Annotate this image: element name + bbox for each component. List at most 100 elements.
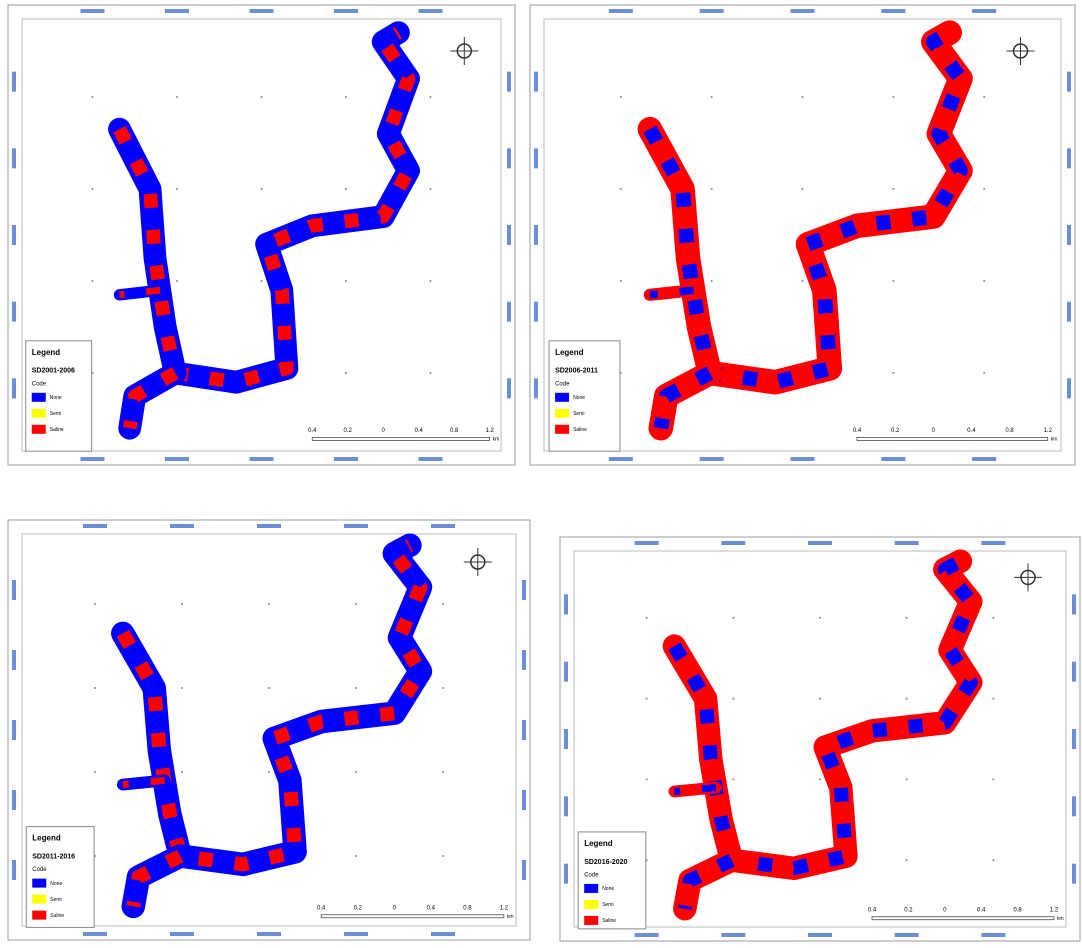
coordinate-label — [522, 860, 526, 880]
scale-bar — [312, 437, 489, 440]
legend-swatch — [32, 425, 46, 434]
coordinate-label — [1067, 72, 1071, 92]
scale-label: 0.4 — [868, 907, 877, 913]
grid-point — [892, 188, 894, 190]
scale-label: 1.2 — [1044, 428, 1053, 434]
coordinate-label — [635, 541, 659, 545]
coordinate-label — [12, 225, 16, 245]
grid-point — [819, 778, 821, 780]
coordinate-label — [170, 932, 194, 936]
grid-point — [355, 687, 357, 689]
grid-point — [261, 188, 263, 190]
grid-point — [802, 280, 804, 282]
scale-bar — [857, 437, 1048, 440]
coordinate-label — [564, 864, 568, 884]
grid-point — [92, 96, 94, 98]
coordinate-label — [791, 457, 815, 461]
legend-label: Saline — [50, 427, 64, 433]
coordinate-label — [721, 541, 745, 545]
coordinate-label — [12, 302, 16, 322]
legend-title: Legend — [32, 348, 61, 357]
legend-label: Semi — [50, 897, 61, 903]
grid-point — [992, 778, 994, 780]
scale-bar — [872, 917, 1054, 920]
coordinate-label — [12, 72, 16, 92]
grid-point — [181, 603, 183, 605]
legend-label: Semi — [50, 411, 61, 417]
scale-label: 0.8 — [463, 905, 472, 911]
coordinate-label — [522, 580, 526, 600]
coordinate-label — [981, 541, 1005, 545]
grid-point — [92, 188, 94, 190]
legend-field: Code — [584, 872, 599, 878]
grid-point — [442, 855, 444, 857]
grid-point — [268, 771, 270, 773]
coordinate-label — [507, 302, 511, 322]
legend-field: Code — [32, 867, 47, 873]
grid-point — [268, 687, 270, 689]
coordinate-label — [257, 524, 281, 528]
grid-point — [430, 280, 432, 282]
grid-point — [906, 617, 908, 619]
coordinate-label — [808, 933, 832, 937]
coordinate-label — [635, 933, 659, 937]
grid-point — [983, 280, 985, 282]
grid-point — [442, 687, 444, 689]
legend-swatch — [555, 393, 569, 402]
scale-label: 0.4 — [977, 907, 986, 913]
legend-period: SD2011-2016 — [32, 853, 75, 860]
grid-point — [646, 698, 648, 700]
coordinate-label — [250, 9, 274, 13]
grid-point — [345, 280, 347, 282]
grid-point — [261, 96, 263, 98]
coordinate-label — [1072, 594, 1076, 614]
coordinate-label — [534, 378, 538, 398]
legend-title: Legend — [32, 834, 61, 843]
grid-point — [646, 617, 648, 619]
coordinate-label — [431, 524, 455, 528]
coordinate-label — [609, 457, 633, 461]
coordinate-label — [881, 457, 905, 461]
coordinate-label — [507, 72, 511, 92]
coordinate-label — [507, 378, 511, 398]
grid-point — [355, 855, 357, 857]
scale-label: 1.2 — [500, 905, 509, 911]
grid-point — [711, 188, 713, 190]
scale-label: 0.4 — [967, 428, 976, 434]
coordinate-label — [881, 9, 905, 13]
coordinate-label — [564, 594, 568, 614]
scale-label: 0.4 — [427, 905, 436, 911]
grid-point — [892, 96, 894, 98]
coordinate-label — [1072, 796, 1076, 816]
scale-unit: km — [493, 437, 500, 443]
coordinate-label — [791, 9, 815, 13]
coordinate-label — [522, 720, 526, 740]
grid-point — [646, 778, 648, 780]
scale-label: 0.4 — [317, 905, 326, 911]
grid-point — [176, 188, 178, 190]
scale-unit: km — [1051, 437, 1058, 443]
legend-swatch — [555, 425, 569, 434]
coordinate-label — [534, 148, 538, 168]
grid-point — [802, 96, 804, 98]
grid-point — [345, 188, 347, 190]
grid-point — [430, 372, 432, 374]
legend-field: Code — [555, 381, 570, 387]
scale-bar — [321, 915, 504, 918]
grid-point — [819, 617, 821, 619]
grid-point — [261, 280, 263, 282]
legend-period: SD2016-2020 — [584, 859, 627, 866]
legend-label: None — [573, 395, 585, 401]
grid-point — [181, 771, 183, 773]
coordinate-label — [419, 457, 443, 461]
grid-point — [181, 687, 183, 689]
coordinate-label — [895, 541, 919, 545]
scale-label: 0.2 — [344, 428, 353, 434]
legend-label: None — [602, 886, 614, 892]
grid-point — [92, 280, 94, 282]
legend-swatch — [32, 879, 46, 888]
grid-point — [819, 698, 821, 700]
coordinate-label — [165, 457, 189, 461]
grid-point — [355, 603, 357, 605]
legend-swatch — [584, 900, 598, 909]
